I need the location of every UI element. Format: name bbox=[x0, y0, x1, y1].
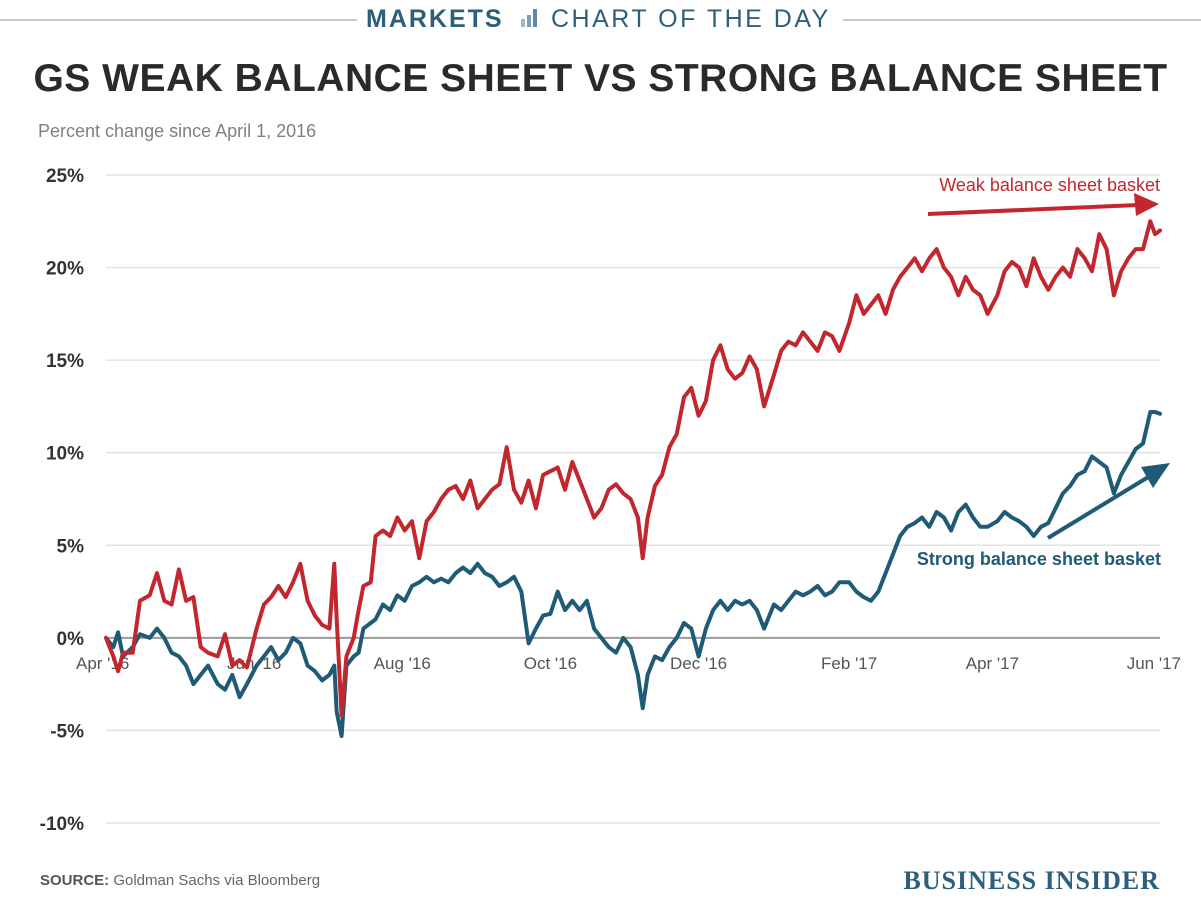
y-tick-label: 10% bbox=[46, 444, 84, 465]
line-chart: Apr '16 Jun '16 Aug '16 Oct '16 Dec '16 Feb '… bbox=[40, 166, 1181, 835]
series-lines bbox=[104, 219, 1162, 738]
header-rule-right bbox=[843, 19, 1201, 21]
brand-logo: BUSINESS INSIDER bbox=[903, 866, 1160, 895]
weak-series-line bbox=[104, 219, 1162, 718]
source-label: SOURCE: bbox=[40, 872, 110, 889]
chart-bars-icon bbox=[521, 9, 537, 27]
chart-subtitle: Percent change since April 1, 2016 bbox=[38, 121, 317, 141]
x-tick-label: Feb '17 bbox=[821, 654, 877, 673]
x-tick-label: Jun '17 bbox=[1127, 654, 1181, 673]
y-tick-label: -5% bbox=[50, 721, 84, 742]
y-tick-label: -10% bbox=[40, 814, 84, 835]
strong-arrow-icon bbox=[1046, 474, 1152, 540]
weak-series-annotation: Weak balance sheet basket bbox=[939, 175, 1160, 195]
chart-title: GS WEAK BALANCE SHEET VS STRONG BALANCE … bbox=[33, 57, 1168, 100]
annotations: Weak balance sheet basket Strong balance … bbox=[917, 175, 1170, 569]
x-tick-label: Oct '16 bbox=[524, 654, 577, 673]
chart-header: MARKETS CHART OF THE DAY bbox=[0, 0, 1201, 40]
x-tick-label: Aug '16 bbox=[374, 654, 431, 673]
y-tick-label: 15% bbox=[46, 351, 84, 372]
y-axis-labels: 25% 20% 15% 10% 5% 0% -5% -10% bbox=[40, 166, 84, 835]
weak-arrow-head-icon bbox=[1134, 193, 1159, 216]
weak-arrow-icon bbox=[927, 203, 1139, 216]
y-tick-label: 20% bbox=[46, 259, 84, 280]
x-tick-label: Dec '16 bbox=[670, 654, 727, 673]
chart-of-the-day-label: CHART OF THE DAY bbox=[551, 5, 831, 33]
header-rule-left bbox=[0, 19, 357, 21]
y-tick-label: 25% bbox=[46, 166, 84, 187]
x-tick-label: Apr '17 bbox=[966, 654, 1019, 673]
grid-lines bbox=[106, 174, 1160, 824]
strong-arrow-head-icon bbox=[1141, 463, 1170, 488]
y-tick-label: 5% bbox=[57, 536, 85, 557]
y-tick-label: 0% bbox=[57, 629, 85, 650]
source-note: SOURCE: Goldman Sachs via Bloomberg bbox=[40, 872, 320, 889]
source-text: Goldman Sachs via Bloomberg bbox=[113, 872, 321, 889]
strong-series-line bbox=[104, 410, 1162, 738]
section-label: MARKETS bbox=[366, 5, 504, 33]
strong-series-annotation: Strong balance sheet basket bbox=[917, 549, 1161, 569]
